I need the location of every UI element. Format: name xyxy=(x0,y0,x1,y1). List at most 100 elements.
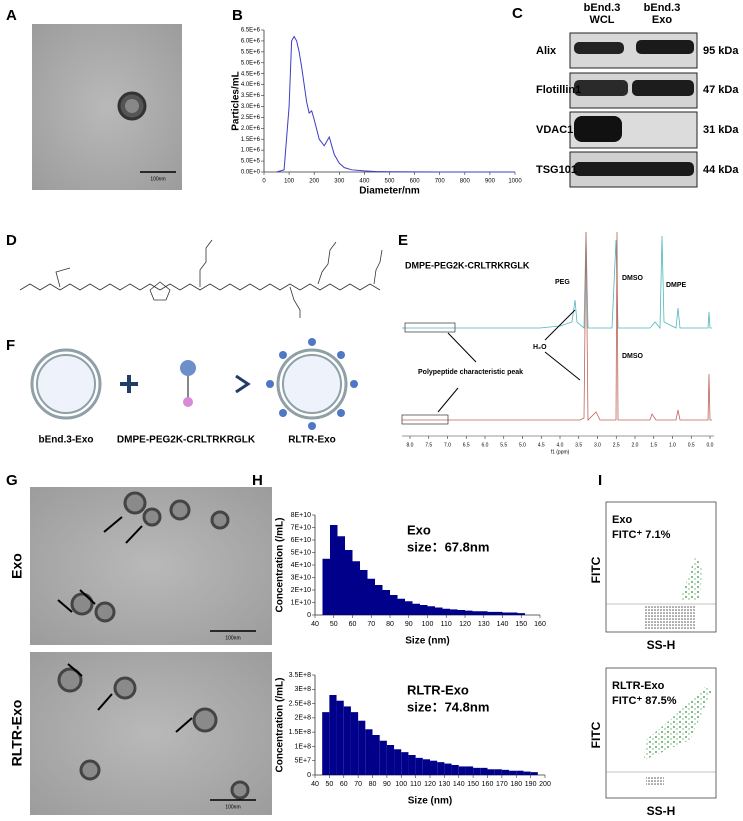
histogram-bar xyxy=(465,766,474,775)
histogram-bar xyxy=(502,612,510,615)
scale-bar-label: 100nm xyxy=(150,176,165,182)
y-tick-label: 5.5E+6 xyxy=(241,49,261,55)
histogram-bar xyxy=(473,767,481,775)
y-tick-label: 1E+8 xyxy=(294,743,311,750)
y-tick-label: 6E+10 xyxy=(291,537,312,544)
histogram-bar xyxy=(329,695,337,775)
x-tick-label: 600 xyxy=(410,179,421,185)
chart: 0.0E+0 5.0E+5 1.0E+6 1.5E+6 2.0E+6 2.5E+6 3.0E… xyxy=(231,28,523,197)
peak-label: DMPE xyxy=(666,282,687,289)
x-tick-label: 120 xyxy=(424,781,436,788)
x-tick-label: 110 xyxy=(410,781,421,788)
y-tick-label: 3.5E+8 xyxy=(289,672,311,679)
axis-tick-label: 5.0 xyxy=(519,442,526,448)
tem-images: 100nm 100nm Exo RLTR-Exo xyxy=(9,487,272,815)
panel-label: H xyxy=(252,472,263,489)
histogram-bar xyxy=(382,590,390,615)
y-tick-label: 1.0E+6 xyxy=(241,148,261,154)
plot-title: RLTR-Exo xyxy=(612,680,665,692)
y-tick-label: 4.5E+6 xyxy=(241,71,261,77)
size-label: 47 kDa xyxy=(703,84,739,96)
y-tick-label: 2.5E+6 xyxy=(241,115,261,121)
axis-label: f1 (ppm) xyxy=(551,449,570,455)
x-tick-label: 800 xyxy=(460,179,471,185)
y-tick-label: 4E+10 xyxy=(291,562,312,569)
x-tick-label: 40 xyxy=(311,621,319,628)
axis-label: SS-H xyxy=(647,638,676,652)
x-tick-label: 110 xyxy=(441,621,452,628)
item-label: DMPE-PEG2K-CRLTRKRGLK xyxy=(117,435,256,446)
y-tick-label: 2.0E+6 xyxy=(241,126,261,132)
histogram-bar xyxy=(322,712,330,775)
y-tick-label: 6.0E+6 xyxy=(241,39,261,45)
histogram-bar xyxy=(480,767,488,775)
histogram-bar xyxy=(444,763,452,775)
y-tick-label: 1.5E+6 xyxy=(241,137,261,143)
y-tick-label: 7E+10 xyxy=(291,524,312,531)
x-tick-label: 90 xyxy=(405,621,413,628)
row-label: RLTR-Exo xyxy=(9,700,25,767)
annotation: RLTR-Exo xyxy=(407,682,469,697)
histogram-bar xyxy=(330,525,338,615)
histogram-bar xyxy=(509,770,517,775)
tem-image: 100nm xyxy=(32,24,182,190)
x-tick-label: 900 xyxy=(485,179,496,185)
y-tick-label: 3.5E+6 xyxy=(241,93,261,99)
x-tick-label: 70 xyxy=(367,621,375,628)
chart: 0 5E+7 1E+8 1.5E+8 2E+8 2.5E+8 3E+8 3.5E+8 40 50 6… xyxy=(275,672,551,807)
data-line xyxy=(276,35,515,173)
x-tick-label: 180 xyxy=(510,781,522,788)
peak-label: PEG xyxy=(555,279,570,286)
nmr-spectrum: DMPE-PEG2K-CRLTRKRGLK PEG DMSO DMPE DMSO… xyxy=(401,231,714,455)
x-axis-label: Size (nm) xyxy=(405,636,449,647)
axis-tick-label: 6.5 xyxy=(463,442,470,448)
spectrum-title: DMPE-PEG2K-CRLTRKRGLK xyxy=(405,260,530,270)
histogram-bar xyxy=(450,609,458,615)
axis-tick-label: 4.0 xyxy=(557,442,564,448)
histogram-bar xyxy=(487,769,495,775)
histogram-bar xyxy=(510,612,518,615)
x-tick-label: 160 xyxy=(534,621,546,628)
protein-label: TSG101 xyxy=(536,164,577,176)
histogram-bar xyxy=(350,712,359,775)
y-tick-label: 5E+7 xyxy=(294,758,311,765)
x-tick-label: 50 xyxy=(325,781,333,788)
histogram-bar xyxy=(405,601,413,615)
histogram-bar xyxy=(372,735,380,775)
x-tick-label: 150 xyxy=(515,621,527,628)
histogram-bar xyxy=(408,755,416,775)
chart: 0 1E+10 2E+10 3E+10 4E+10 5E+10 6E+10 7E+10 8E+1… xyxy=(275,512,546,647)
histogram-bar xyxy=(394,749,402,775)
column-header: WCL xyxy=(589,14,614,26)
axis-tick-label: 3.5 xyxy=(575,442,582,448)
column-header: bEnd.3 xyxy=(644,2,681,14)
axis-tick-label: 0.0 xyxy=(707,442,714,448)
panel-label: G xyxy=(6,472,18,489)
histogram-bar xyxy=(465,610,473,615)
annotation: size：67.8nm xyxy=(407,539,489,554)
histogram-bar xyxy=(427,606,435,615)
y-tick-label: 3.0E+6 xyxy=(241,104,261,110)
histogram-bar xyxy=(367,578,375,615)
histogram-bar xyxy=(530,772,538,775)
axis-tick-label: 2.0 xyxy=(632,442,639,448)
x-tick-label: 1000 xyxy=(508,179,522,185)
histogram-bar xyxy=(517,613,525,615)
axis-tick-label: 7.0 xyxy=(444,442,451,448)
histogram-bar xyxy=(401,752,409,775)
axis-tick-label: 1.0 xyxy=(669,442,676,448)
histogram-bar xyxy=(360,570,368,615)
histogram-bar xyxy=(397,598,405,615)
histogram-bar xyxy=(487,611,495,615)
panel-label: C xyxy=(512,5,523,22)
size-label: 31 kDa xyxy=(703,124,739,136)
y-tick-label: 5.0E+6 xyxy=(241,60,261,66)
x-tick-label: 300 xyxy=(334,179,345,185)
plot-value: FITC⁺ 7.1% xyxy=(612,529,671,541)
x-axis-label: Diameter/nm xyxy=(359,186,420,197)
x-tick-label: 700 xyxy=(435,179,446,185)
histogram-bar xyxy=(494,769,502,775)
histogram-bar xyxy=(412,603,420,615)
axis-tick-label: 7.5 xyxy=(425,442,432,448)
